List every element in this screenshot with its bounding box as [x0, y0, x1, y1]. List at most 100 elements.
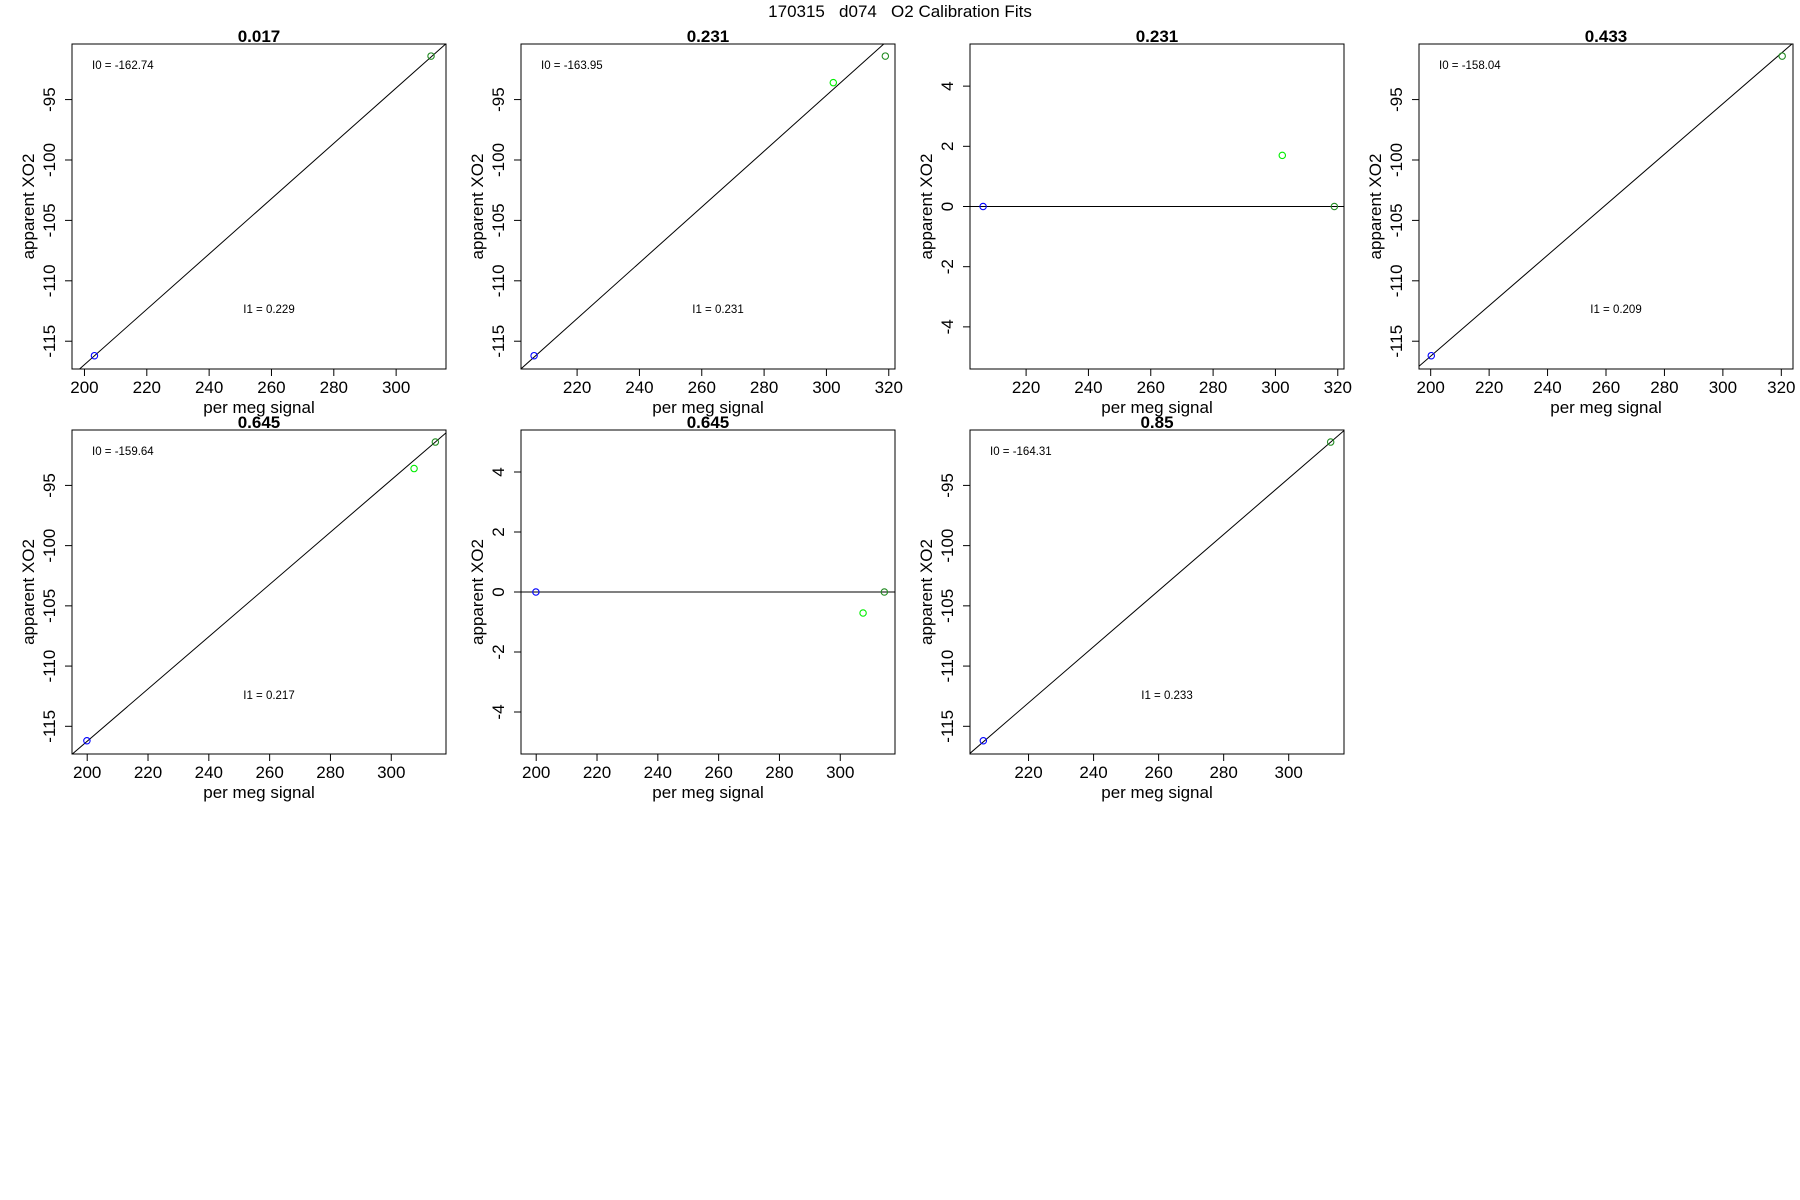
data-point [1278, 151, 1287, 160]
y-tick-label: -115 [489, 325, 508, 358]
y-tick-label: 0 [489, 587, 508, 596]
data-point [881, 52, 890, 60]
y-tick-label: 2 [938, 142, 957, 151]
y-tick-label: -115 [40, 325, 59, 358]
y-tick-label: -95 [938, 473, 957, 498]
x-tick-label: 220 [133, 378, 161, 397]
y-tick-label: -105 [40, 589, 59, 623]
x-tick-label: 300 [382, 378, 410, 397]
chart-panel-5: 0.645 200 220 240 260 280 300 -95 -100 -105 -110 -1… [19, 413, 447, 802]
y-axis-label: apparent XO2 [468, 154, 487, 260]
x-tick-label: 260 [1137, 378, 1165, 397]
slope-annotation: I1 = 0.233 [1141, 690, 1192, 702]
y-axis-label: apparent XO2 [917, 154, 936, 260]
y-axis-label: apparent XO2 [1366, 154, 1385, 260]
slope-annotation: I1 = 0.217 [243, 690, 294, 702]
chart-title: 0.231 [687, 27, 730, 46]
y-tick-label: -105 [1387, 203, 1406, 237]
intercept-annotation: I0 = -159.64 [92, 446, 154, 458]
y-tick-label: 4 [938, 81, 957, 90]
y-tick-label: -105 [40, 203, 59, 237]
y-tick-label: -2 [938, 259, 957, 274]
x-tick-label: 200 [522, 763, 550, 782]
y-tick-label: -95 [40, 473, 59, 498]
y-tick-label: -105 [938, 589, 957, 623]
fit-line [521, 44, 885, 369]
x-tick-label: 280 [1209, 763, 1237, 782]
x-tick-label: 260 [688, 378, 716, 397]
x-tick-label: 220 [1014, 763, 1042, 782]
x-tick-label: 240 [195, 378, 223, 397]
y-tick-label: 4 [489, 467, 508, 476]
chart-panel-1: 0.017 200 220 240 260 280 300 -95 -100 -105 -110 -1… [19, 27, 447, 417]
intercept-annotation: I0 = -158.04 [1439, 60, 1501, 72]
y-tick-label: -100 [489, 143, 508, 177]
x-tick-label: 280 [1650, 378, 1678, 397]
chart-title: 0.645 [238, 413, 281, 432]
chart-panel-6: 0.645 200 220 240 260 280 300 4 2 0 -2 -4 per meg si… [468, 413, 896, 802]
x-tick-label: 200 [70, 378, 98, 397]
x-tick-label: 300 [826, 763, 854, 782]
y-tick-label: -100 [1387, 143, 1406, 177]
data-point [1427, 351, 1436, 360]
x-tick-label: 260 [704, 763, 732, 782]
page-title: 170315 d074 O2 Calibration Fits [768, 2, 1032, 21]
fit-line [1419, 44, 1793, 367]
x-axis-label: per meg signal [1101, 398, 1213, 417]
data-point [83, 737, 91, 745]
data-point [1330, 202, 1339, 211]
x-axis-label: per meg signal [652, 783, 764, 802]
data-point [90, 351, 99, 360]
x-tick-label: 280 [316, 763, 344, 782]
fit-line [78, 44, 446, 369]
x-tick-label: 240 [1074, 378, 1102, 397]
x-axis-label: per meg signal [652, 398, 764, 417]
y-tick-label: -2 [489, 644, 508, 659]
y-tick-label: -4 [938, 319, 957, 334]
x-tick-label: 240 [644, 763, 672, 782]
data-point [859, 609, 867, 617]
y-tick-label: -110 [489, 264, 508, 297]
x-axis-label: per meg signal [1101, 783, 1213, 802]
x-tick-label: 200 [1417, 378, 1445, 397]
chart-panel-3: 0.231 220 240 260 280 300 320 4 2 0 -2 -4 per meg si… [917, 27, 1352, 417]
fit-line [970, 430, 1344, 754]
y-axis-label: apparent XO2 [917, 539, 936, 645]
y-tick-label: -115 [40, 710, 59, 743]
chart-title: 0.645 [687, 413, 730, 432]
x-tick-label: 240 [625, 378, 653, 397]
chart-title: 0.231 [1136, 27, 1179, 46]
plot-frame [1418, 43, 1794, 370]
x-tick-label: 260 [257, 378, 285, 397]
plot-frame [71, 429, 447, 755]
y-tick-label: -110 [1387, 264, 1406, 297]
x-tick-label: 220 [563, 378, 591, 397]
x-tick-label: 240 [195, 763, 223, 782]
x-tick-label: 200 [73, 763, 101, 782]
data-point [530, 351, 538, 360]
plot-frame [71, 43, 447, 370]
y-tick-label: -95 [1387, 87, 1406, 112]
x-tick-label: 300 [377, 763, 405, 782]
x-axis-label: per meg signal [1550, 398, 1662, 417]
y-tick-label: -110 [40, 650, 59, 683]
y-tick-label: -100 [938, 529, 957, 563]
x-axis-label: per meg signal [203, 783, 315, 802]
y-axis-label: apparent XO2 [19, 154, 38, 260]
x-tick-label: 320 [875, 378, 903, 397]
y-tick-label: -95 [489, 87, 508, 112]
x-tick-label: 260 [255, 763, 283, 782]
chart-panel-2: 0.231 220 240 260 280 300 320 -95 -100 -105 -110 -1… [468, 27, 903, 417]
x-axis-label: per meg signal [203, 398, 315, 417]
x-tick-label: 320 [1324, 378, 1352, 397]
x-tick-label: 300 [1261, 378, 1289, 397]
slope-annotation: I1 = 0.231 [692, 304, 743, 316]
y-tick-label: -95 [40, 87, 59, 112]
chart-title: 0.433 [1585, 27, 1628, 46]
intercept-annotation: I0 = -162.74 [92, 60, 154, 72]
data-point [1326, 438, 1335, 446]
data-point [1778, 52, 1786, 60]
x-tick-label: 300 [1709, 378, 1737, 397]
fit-line [72, 432, 446, 754]
